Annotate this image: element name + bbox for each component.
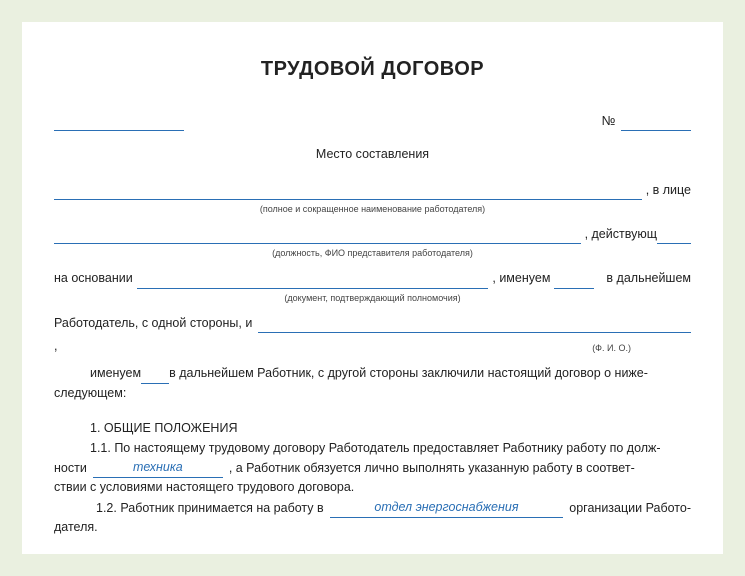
basis-line: на основании , именуем в дальнейшем <box>54 269 691 288</box>
number-row: № <box>54 111 691 131</box>
rep-ending-blank <box>657 230 691 244</box>
p11-l2-post: , а Работник обязуется лично выполнять у… <box>229 459 635 478</box>
p12-line2: дателя. <box>54 518 691 537</box>
document-page: ТРУДОВОЙ ДОГОВОР № Место составления , в… <box>22 22 723 554</box>
hint-fio: (Ф. И. О.) <box>54 342 691 356</box>
subtitle: Место составления <box>54 145 691 164</box>
section-1-head: 1. ОБЩИЕ ПОЛОЖЕНИЯ <box>54 419 691 438</box>
p12-post: организации Работо- <box>569 499 691 518</box>
employer-side-line: Работодатель, с одной стороны, и <box>54 314 691 333</box>
employee-post: в дальнейшем Работник, с другой стороны … <box>169 364 648 383</box>
p12-pre: 1.2. Работник принимается на работу в <box>96 499 324 518</box>
p11-l2-pre: ности <box>54 459 87 478</box>
p12-line1: 1.2. Работник принимается на работу в от… <box>54 498 691 518</box>
rep-suffix: , действующ <box>581 225 657 244</box>
employer-suffix: , в лице <box>642 181 691 200</box>
number-blank <box>621 117 691 131</box>
dept-filled: отдел энергоснабжения <box>330 498 564 518</box>
employer-name-line: , в лице <box>54 181 691 200</box>
number-label: № <box>602 113 616 128</box>
employer-name-blank <box>54 186 642 200</box>
p11-line3: ствии с условиями настоящего трудового д… <box>54 478 691 497</box>
position-filled: техника <box>93 458 223 478</box>
rep-line: , действующ <box>54 225 691 244</box>
basis-suffix: в дальнейшем <box>598 269 691 288</box>
employee-line: именуем в дальнейшем Работник, с другой … <box>54 364 691 383</box>
rep-blank <box>54 230 581 244</box>
employee-pre: именуем <box>90 364 141 383</box>
employee-fio-blank1 <box>258 319 691 333</box>
blank-left <box>54 117 184 131</box>
basis-mid: , именуем <box>492 269 550 288</box>
number-group: № <box>602 111 691 131</box>
hint-employer-name: (полное и сокращенное наименование работ… <box>54 203 691 217</box>
p11-line1: 1.1. По настоящему трудовому договору Ра… <box>54 439 691 458</box>
hint-basis: (документ, подтверждающий полномочия) <box>54 292 691 306</box>
basis-ending-blank <box>554 275 594 289</box>
hint-rep: (должность, ФИО представителя работодате… <box>54 247 691 261</box>
p11-line2: ности техника , а Работник обязуется лич… <box>54 458 691 478</box>
comma-start: , <box>54 337 57 356</box>
employee-ending-blank <box>141 370 169 384</box>
basis-doc-blank <box>137 275 489 289</box>
employee-line-cont: следующем: <box>54 384 691 403</box>
basis-prefix: на основании <box>54 269 133 288</box>
doc-title: ТРУДОВОЙ ДОГОВОР <box>54 54 691 85</box>
employer-side-prefix: Работодатель, с одной стороны, и <box>54 314 252 333</box>
